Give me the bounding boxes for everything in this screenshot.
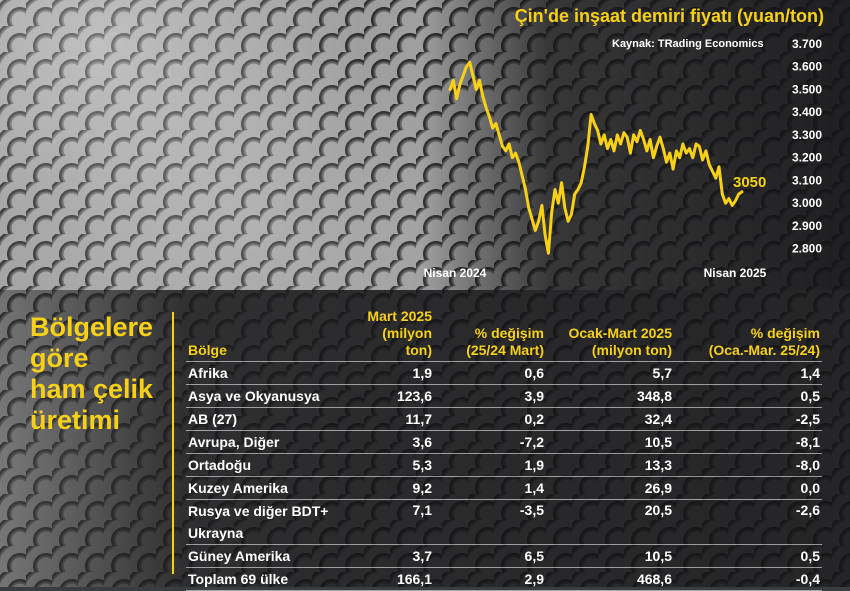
header-q1-2025: Ocak-Mart 2025 (milyon ton): [546, 308, 674, 362]
table-cell-chg-mar: -3,5: [434, 499, 546, 545]
table-cell-q1-2025: 20,5: [546, 499, 674, 545]
table-cell-region: Asya ve Okyanusya: [186, 384, 354, 408]
y-tick-label: 3.000: [792, 196, 822, 210]
chart-source: Kaynak: TRading Economics: [612, 38, 764, 50]
y-tick-label: 3.200: [792, 151, 822, 165]
table-cell-region: Güney Amerika: [186, 544, 354, 568]
table-cell-region: AB (27): [186, 407, 354, 431]
table-row: Güney Amerika 3,7 6,5 10,5 0,5: [186, 544, 822, 568]
table-cell-q1-2025: 10,5: [546, 430, 674, 454]
table-cell-chg-q1: 0,0: [674, 476, 822, 500]
table-cell-chg-mar: 6,5: [434, 544, 546, 568]
table-row: Ortadoğu 5,3 1,9 13,3 -8,0: [186, 453, 822, 477]
header-line: % değişim: [750, 325, 820, 341]
x-tick-label: Nisan 2024: [424, 266, 487, 280]
table-row: Toplam 69 ülke 166,1 2,9 468,6 -0,4: [186, 567, 822, 591]
table-cell-mar2025: 3,7: [354, 544, 434, 568]
y-tick-label: 2.800: [792, 242, 822, 256]
header-mar2025: Mart 2025 (milyon ton): [354, 308, 434, 362]
header-chg-q1: % değişim (Oca.-Mar. 25/24): [674, 308, 822, 362]
y-tick-label: 3.500: [792, 82, 822, 96]
chart-title: Çin'de inşaat demiri fiyatı (yuan/ton): [514, 6, 824, 26]
table-cell-chg-q1: -0,4: [674, 567, 822, 591]
y-axis: 2.800 2.900 3.000 3.100 3.200 3.300 3.400 3.500…: [792, 37, 822, 256]
table-cell-chg-q1: -2,5: [674, 407, 822, 431]
table-header-row: Bölge Mart 2025 (milyon ton) % değişim (…: [186, 308, 822, 362]
side-title-line: göre: [30, 343, 89, 373]
x-tick-label: Nisan 2025: [704, 266, 767, 280]
table-cell-chg-q1: -2,6: [674, 499, 822, 545]
y-tick-label: 3.600: [792, 60, 822, 74]
series-line-rebar-price: [448, 60, 744, 255]
y-tick-label: 3.700: [792, 37, 822, 51]
table-cell-mar2025: 7,1: [354, 499, 434, 545]
y-tick-label: 3.300: [792, 128, 822, 142]
header-line: (Oca.-Mar. 25/24): [708, 342, 820, 358]
table-cell-region: Kuzey Amerika: [186, 476, 354, 500]
table-cell-chg-mar: 0,2: [434, 407, 546, 431]
header-chg-mar: % değişim (25/24 Mart): [434, 308, 546, 362]
table-side-title: Bölgelere göre ham çelik üretimi: [30, 312, 170, 436]
table-cell-chg-mar: 3,9: [434, 384, 546, 408]
table-body: Afrika 1,9 0,6 5,7 1,4 Asya ve Okyanusya 123,6…: [186, 361, 822, 591]
last-value-label: 3050: [733, 174, 766, 191]
table-cell-region: Rusya ve diğer BDT+ Ukrayna: [186, 499, 354, 545]
y-tick-label: 2.900: [792, 219, 822, 233]
table-row: Avrupa, Diğer 3,6 -7,2 10,5 -8,1: [186, 430, 822, 454]
table-cell-chg-q1: 0,5: [674, 384, 822, 408]
table-cell-chg-q1: -8,1: [674, 430, 822, 454]
table-cell-chg-mar: -7,2: [434, 430, 546, 454]
table-cell-q1-2025: 468,6: [546, 567, 674, 591]
table-cell-region: Toplam 69 ülke: [186, 567, 354, 591]
chart-backdrop: [420, 0, 850, 290]
x-axis: Nisan 2024 Nisan 2025: [424, 266, 767, 280]
table-cell-q1-2025: 32,4: [546, 407, 674, 431]
table-cell-q1-2025: 348,8: [546, 384, 674, 408]
table-row: AB (27) 11,7 0,2 32,4 -2,5: [186, 407, 822, 431]
side-title-line: Bölgelere: [30, 312, 154, 342]
table-row: Afrika 1,9 0,6 5,7 1,4: [186, 361, 822, 385]
table-cell-q1-2025: 26,9: [546, 476, 674, 500]
table-cell-chg-mar: 0,6: [434, 361, 546, 385]
table-cell-chg-q1: -8,0: [674, 453, 822, 477]
table-cell-chg-q1: 0,5: [674, 544, 822, 568]
table-cell-mar2025: 5,3: [354, 453, 434, 477]
table-cell-mar2025: 3,6: [354, 430, 434, 454]
header-region: Bölge: [186, 308, 354, 362]
table-cell-q1-2025: 10,5: [546, 544, 674, 568]
table-cell-chg-q1: 1,4: [674, 361, 822, 385]
table-cell-mar2025: 123,6: [354, 384, 434, 408]
side-title-line: üretimi: [30, 405, 121, 435]
table-cell-mar2025: 11,7: [354, 407, 434, 431]
y-tick-label: 3.400: [792, 105, 822, 119]
table-row: Kuzey Amerika 9,2 1,4 26,9 0,0: [186, 476, 822, 500]
table-cell-q1-2025: 13,3: [546, 453, 674, 477]
header-line: Ocak-Mart 2025: [568, 325, 672, 341]
table-cell-mar2025: 1,9: [354, 361, 434, 385]
table-row: Asya ve Okyanusya 123,6 3,9 348,8 0,5: [186, 384, 822, 408]
table-cell-region: Afrika: [186, 361, 354, 385]
table-cell-region: Ortadoğu: [186, 453, 354, 477]
table-cell-chg-mar: 1,9: [434, 453, 546, 477]
divider-line: [172, 312, 174, 574]
header-line: (25/24 Mart): [466, 342, 544, 358]
table-cell-q1-2025: 5,7: [546, 361, 674, 385]
header-line: Mart 2025: [367, 308, 432, 324]
steel-production-table: Bölge Mart 2025 (milyon ton) % değişim (…: [186, 308, 822, 591]
side-title-line: ham çelik: [30, 374, 154, 404]
header-line: (milyon ton): [382, 325, 432, 358]
header-line: % değişim: [474, 325, 544, 341]
header-line: (milyon ton): [591, 342, 672, 358]
table-cell-chg-mar: 2,9: [434, 567, 546, 591]
table-cell-mar2025: 9,2: [354, 476, 434, 500]
table-cell-region: Avrupa, Diğer: [186, 430, 354, 454]
rebar-price-chart: 2.800 2.900 3.000 3.100 3.200 3.300 3.400 3.500…: [424, 37, 823, 280]
table-cell-chg-mar: 1,4: [434, 476, 546, 500]
table-row: Rusya ve diğer BDT+ Ukrayna 7,1 -3,5 20,5 -2…: [186, 499, 822, 545]
y-tick-label: 3.100: [792, 173, 822, 187]
table-cell-mar2025: 166,1: [354, 567, 434, 591]
